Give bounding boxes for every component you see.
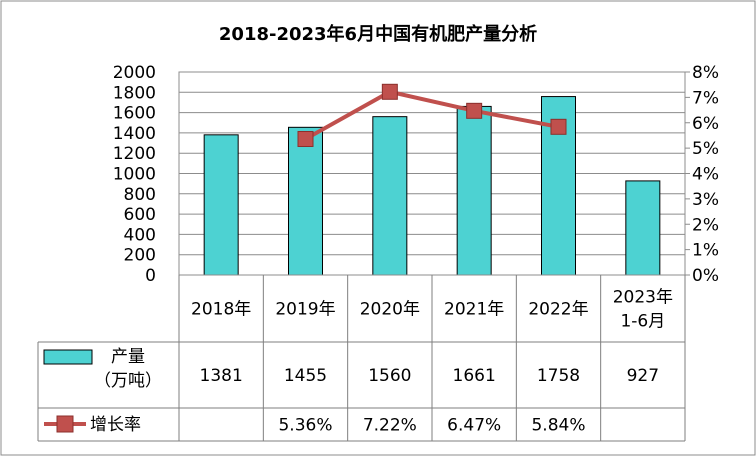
growth-value-label: 5.84% (531, 416, 585, 436)
growth-value-label: 7.22% (363, 416, 417, 436)
bar (288, 126, 323, 276)
bar (372, 116, 408, 276)
growth-marker (550, 118, 567, 135)
category-label: 2023年 (613, 288, 673, 308)
y2-tick-label: 7% (692, 88, 719, 108)
bar-value-label: 1455 (284, 366, 327, 386)
y-tick-label: 1600 (113, 104, 156, 124)
growth-marker (297, 130, 314, 147)
y-tick-label: 400 (124, 225, 156, 245)
legend-bar-swatch (43, 349, 93, 365)
growth-marker (466, 102, 483, 119)
bar (456, 105, 492, 276)
line-layer (297, 83, 567, 147)
y2-tick-label: 5% (692, 139, 719, 159)
category-label: 2020年 (360, 300, 420, 320)
chart-title: 2018-2023年6月中国有机肥产量分析 (219, 23, 537, 45)
category-label: 2019年 (275, 300, 335, 320)
bar-value-label: 1758 (537, 366, 580, 386)
growth-line (304, 89, 559, 141)
y-tick-label: 1200 (113, 144, 156, 164)
y-tick-label: 1400 (113, 124, 156, 144)
growth-marker (381, 83, 398, 100)
category-label: 2022年 (528, 300, 588, 320)
y2-tick-label: 8% (692, 63, 719, 83)
category-label: 1-6月 (620, 312, 665, 332)
bar-value-label: 1661 (453, 366, 496, 386)
bar (625, 180, 661, 276)
y2-tick-label: 3% (692, 190, 719, 210)
category-label: 2021年 (444, 300, 504, 320)
y-tick-label: 0 (145, 266, 156, 286)
bar-value-label: 1560 (368, 366, 411, 386)
legend-line-name: 增长率 (90, 415, 141, 435)
y-tick-label: 800 (124, 185, 156, 205)
legend-line-marker (56, 415, 74, 433)
growth-value-label: 5.36% (278, 416, 332, 436)
bar (203, 134, 239, 276)
y-tick-label: 2000 (113, 63, 156, 83)
y2-tick-label: 0% (692, 266, 719, 286)
y-tick-label: 200 (124, 246, 156, 266)
y-tick-label: 1800 (113, 83, 156, 103)
category-label: 2018年 (191, 300, 251, 320)
y2-tick-label: 1% (692, 241, 719, 261)
y2-tick-label: 4% (692, 165, 719, 185)
y-tick-label: 600 (124, 205, 156, 225)
y-tick-label: 1000 (113, 165, 156, 185)
bar-value-label: 1381 (200, 366, 243, 386)
legend-bar-name: 产量 (111, 347, 145, 367)
growth-value-label: 6.47% (447, 416, 501, 436)
y2-tick-label: 6% (692, 114, 719, 134)
bar-value-label: 927 (627, 366, 659, 386)
bar-layer (203, 96, 661, 276)
legend-bar-name: （万吨） (94, 371, 162, 391)
y2-tick-label: 2% (692, 215, 719, 235)
